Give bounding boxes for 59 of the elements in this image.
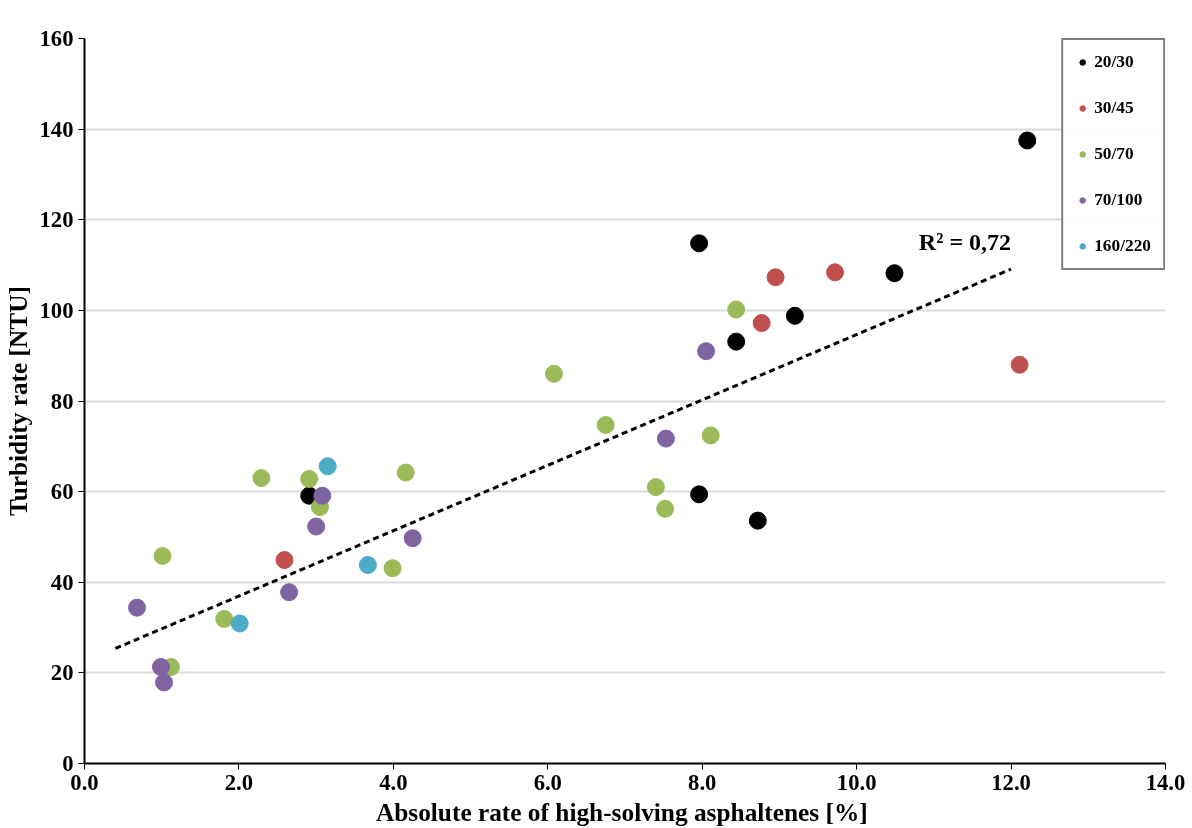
point	[307, 517, 326, 536]
x-tick-label: 10.0	[836, 769, 877, 795]
legend-label: 160/220	[1094, 236, 1151, 256]
point	[383, 559, 402, 578]
point	[313, 486, 332, 505]
y-tick-label: 140	[39, 116, 74, 142]
point	[153, 546, 172, 565]
point	[785, 306, 804, 325]
point	[396, 463, 415, 482]
x-tick-label: 2.0	[224, 769, 254, 795]
point	[690, 485, 709, 504]
point	[656, 499, 675, 518]
legend-label: 30/45	[1094, 98, 1134, 118]
y-tick-label: 80	[50, 388, 74, 414]
point	[727, 332, 746, 351]
y-tick-label: 100	[39, 297, 74, 323]
point	[885, 264, 904, 283]
y-axis-title: Turbidity rate [NTU]	[3, 286, 32, 516]
x-tick-label: 8.0	[688, 769, 717, 795]
point	[151, 658, 170, 676]
point	[656, 429, 675, 448]
point	[230, 614, 249, 633]
annotation: R² = 0,72	[918, 229, 1012, 256]
y-tick-label: 60	[50, 479, 74, 505]
point	[280, 583, 299, 602]
y-tick-label: 120	[39, 207, 74, 233]
point	[748, 511, 767, 530]
legend-label: 70/100	[1094, 190, 1143, 210]
point	[275, 551, 294, 570]
point	[596, 416, 615, 434]
legend-label: 20/30	[1094, 52, 1134, 72]
point	[646, 478, 665, 497]
point	[1010, 355, 1029, 374]
point	[544, 364, 563, 383]
point	[752, 314, 771, 333]
point	[358, 556, 377, 575]
point	[403, 529, 422, 548]
y-tick-label: 160	[39, 26, 74, 51]
y-tick-label: 20	[50, 660, 74, 686]
legend-label: 50/70	[1094, 144, 1134, 164]
point	[155, 673, 174, 692]
point	[690, 234, 709, 253]
point	[826, 263, 845, 282]
point	[300, 469, 319, 488]
point	[318, 457, 337, 476]
point	[128, 598, 147, 617]
point	[766, 268, 785, 287]
x-tick-label: 14.0	[1145, 769, 1186, 795]
y-tick-label: 40	[50, 569, 74, 595]
point	[215, 609, 234, 628]
x-tick-label: 6.0	[533, 769, 562, 795]
point	[1018, 131, 1037, 150]
point	[727, 300, 746, 319]
x-tick-label: 4.0	[379, 769, 408, 795]
x-tick-label: 12.0	[991, 769, 1031, 795]
point	[697, 342, 716, 361]
point	[252, 469, 271, 488]
point	[701, 426, 720, 445]
x-axis-title: Absolute rate of high-solving asphaltenes [%]	[375, 797, 868, 826]
